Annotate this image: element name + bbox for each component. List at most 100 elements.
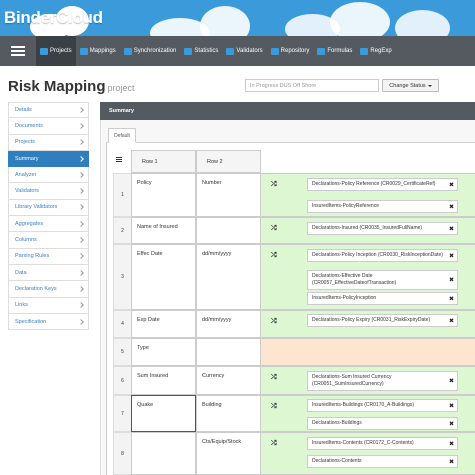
mapping-chip[interactable]: Declarations-Effective Date (CR0057_Effe…: [307, 270, 458, 290]
mapping-chip[interactable]: Declarations-Contents ✖: [307, 455, 458, 468]
grid-cell[interactable]: Building: [196, 395, 261, 432]
close-icon[interactable]: ✖: [448, 181, 454, 188]
close-icon[interactable]: ✖: [448, 252, 454, 259]
chevron-right-icon: [78, 253, 84, 260]
close-icon[interactable]: ✖: [448, 276, 454, 284]
chevron-right-icon: [78, 269, 84, 276]
sidebar-item-data[interactable]: Data: [8, 264, 89, 282]
row-number: 2: [113, 217, 131, 244]
mapping-chip[interactable]: Declarations-Policy Inception (CR0030_Ri…: [307, 249, 458, 262]
sidebar-item-aggregates[interactable]: Aggregates: [8, 216, 89, 233]
chevron-right-icon: [78, 171, 84, 178]
sidebar-item-analyzer[interactable]: Analyzer: [8, 167, 89, 184]
mapping-zone[interactable]: ⤮ Declarations-Policy Reference (CR0029_…: [261, 173, 475, 217]
close-icon[interactable]: ✖: [448, 420, 454, 427]
sidebar-item-columns[interactable]: Columns: [8, 232, 89, 249]
shuffle-icon[interactable]: ⤮: [271, 439, 277, 447]
chevron-right-icon: [78, 139, 84, 146]
shuffle-icon[interactable]: ⤮: [271, 224, 277, 232]
sidebar-item-parsing-rules[interactable]: Parsing Rules: [8, 248, 89, 265]
shuffle-icon[interactable]: ⤮: [271, 180, 277, 188]
close-icon[interactable]: ✖: [448, 295, 454, 302]
grid-cell[interactable]: Exp Date: [131, 310, 196, 338]
nav-formulas[interactable]: Formulas: [313, 36, 356, 66]
close-icon[interactable]: ✖: [448, 203, 454, 210]
tab-default[interactable]: Default: [108, 128, 136, 143]
folder-icon: [317, 47, 326, 55]
sidebar-item-declaration-keys[interactable]: Declaration Keys: [8, 281, 89, 298]
close-icon[interactable]: ✖: [448, 317, 454, 324]
grid-cell[interactable]: Type: [131, 338, 196, 366]
grid-cell[interactable]: Currency: [196, 366, 261, 395]
cloud-decoration: [150, 18, 210, 36]
hamburger-icon[interactable]: [0, 36, 36, 66]
grid-cell[interactable]: dd/mm/yyyy: [196, 310, 261, 338]
shuffle-icon[interactable]: ⤮: [271, 317, 277, 325]
mapping-chip[interactable]: Declarations-Sum Insured Currency (CR005…: [307, 371, 458, 391]
mapping-chip[interactable]: InsuredItems-PolicyInception ✖: [307, 292, 458, 305]
mapping-chip[interactable]: InsuredItems-Buildings (CR0170_A-Buildin…: [307, 399, 458, 412]
mapping-zone[interactable]: ⤮ Declarations-Insured (CR0035_InsuredFu…: [261, 217, 475, 244]
mapping-chip[interactable]: Declarations-Policy Expiry (CR0031_RiskE…: [307, 314, 458, 327]
table-row: 4 Exp Date dd/mm/yyyy ⤮ Declarations-Pol…: [113, 310, 475, 338]
grid-cell-selected[interactable]: Quake: [131, 395, 196, 432]
status-field[interactable]: In Progress DUS Off Shore: [245, 79, 379, 92]
sidebar-item-documents[interactable]: Documents: [8, 118, 89, 135]
close-icon[interactable]: ✖: [448, 440, 454, 447]
grid-cell[interactable]: Effec Date: [131, 244, 196, 310]
column-header-row-1[interactable]: Row 1: [131, 150, 196, 173]
mapping-chip[interactable]: Declarations-Buildings ✖: [307, 417, 458, 430]
close-icon[interactable]: ✖: [448, 402, 454, 409]
mapping-chip[interactable]: Declarations-Policy Reference (CR0029_Ce…: [307, 178, 458, 191]
sidebar-item-specification[interactable]: Specification: [8, 313, 89, 331]
sidebar-item-details[interactable]: Details: [8, 102, 89, 119]
mapping-zone[interactable]: ⤮ Declarations-Sum Insured Currency (CR0…: [261, 366, 475, 395]
mapping-zone[interactable]: ⤮ InsuredItems-Contents (CR0172_C-Conten…: [261, 432, 475, 475]
grid-cell[interactable]: Name of Insured: [131, 217, 196, 244]
shuffle-icon[interactable]: ⤮: [271, 251, 277, 259]
nav-repository[interactable]: Repository: [267, 36, 314, 66]
nav-regexp[interactable]: RegExp: [356, 36, 395, 66]
sidebar-item-validators[interactable]: Validators: [8, 183, 89, 200]
mapping-chip[interactable]: InsuredItems-PolicyReference ✖: [307, 200, 458, 213]
grid-cell[interactable]: [196, 217, 261, 244]
mapping-chip[interactable]: Declarations-Insured (CR0035_InsuredFull…: [307, 222, 458, 235]
change-status-button[interactable]: Change Status: [382, 79, 439, 92]
folder-icon: [184, 47, 193, 55]
grid-cell[interactable]: [131, 432, 196, 475]
mapping-zone[interactable]: ⤮ Declarations-Policy Expiry (CR0031_Ris…: [261, 310, 475, 338]
grid-cell[interactable]: [196, 338, 261, 366]
close-icon[interactable]: ✖: [448, 377, 454, 385]
sidebar-item-projects[interactable]: Projects: [8, 134, 89, 151]
grid-cell[interactable]: Number: [196, 173, 261, 217]
chevron-right-icon: [78, 318, 84, 325]
close-icon[interactable]: ✖: [448, 458, 454, 465]
row-number: 5: [113, 338, 131, 366]
folder-icon: [123, 47, 132, 55]
shuffle-icon[interactable]: ⤮: [271, 373, 277, 381]
sidebar-item-library-validators[interactable]: Library Validators: [8, 199, 89, 217]
mapping-zone[interactable]: ⤮ Declarations-Policy Inception (CR0030_…: [261, 244, 475, 310]
mapping-zone[interactable]: ⤮ InsuredItems-Buildings (CR0170_A-Build…: [261, 395, 475, 432]
nav-projects[interactable]: Projects: [36, 36, 76, 66]
table-row: 7 Quake Building ⤮ InsuredItems-Building…: [113, 395, 475, 432]
close-icon[interactable]: ✖: [448, 225, 454, 232]
sidebar-item-links[interactable]: Links: [8, 297, 89, 314]
folder-icon: [360, 47, 369, 55]
nav-mappings[interactable]: Mappings: [76, 36, 120, 66]
mapping-zone-empty[interactable]: [261, 338, 475, 366]
summary-panel-header: Summary: [100, 102, 475, 120]
grid-cell[interactable]: dd/mm/yyyy: [196, 244, 261, 310]
grid-cell[interactable]: Cts/Equip/Stock: [196, 432, 261, 475]
list-icon[interactable]: [116, 157, 122, 162]
grid-cell[interactable]: Sum Insured: [131, 366, 196, 395]
shuffle-icon[interactable]: ⤮: [271, 402, 277, 410]
sidebar-item-summary[interactable]: Summary: [8, 150, 89, 168]
nav-validators[interactable]: Validators: [222, 36, 266, 66]
nav-statistics[interactable]: Statistics: [180, 36, 222, 66]
brand-logo[interactable]: BinderCloud: [4, 8, 103, 27]
grid-cell[interactable]: Policy: [131, 173, 196, 217]
mapping-chip[interactable]: InsuredItems-Contents (CR0172_C-Contents…: [307, 437, 458, 450]
column-header-row-2[interactable]: Row 2: [196, 150, 261, 173]
nav-synchronization[interactable]: Synchronization: [120, 36, 181, 66]
